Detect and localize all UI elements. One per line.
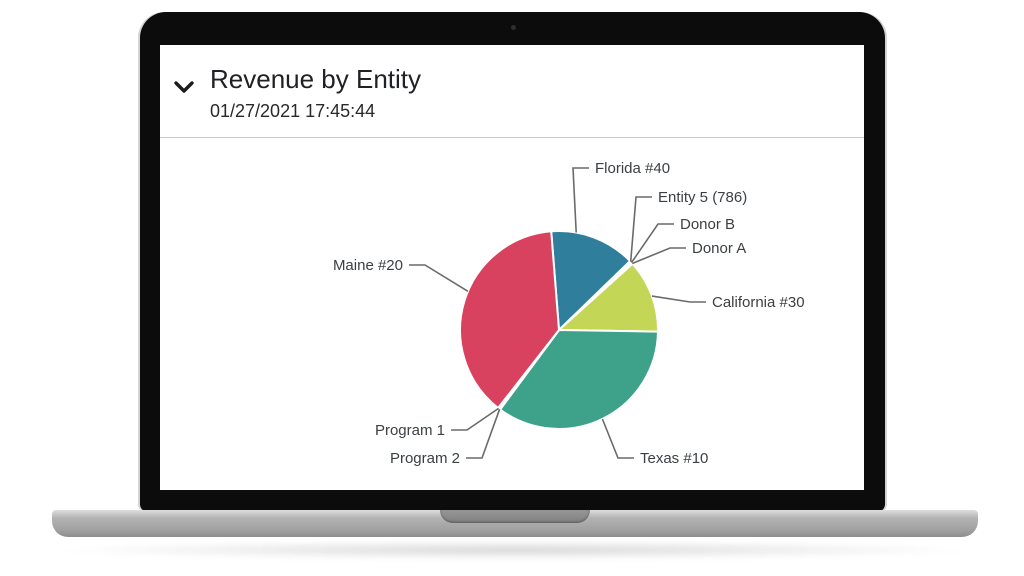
report-title: Revenue by Entity [210,64,422,94]
slice-label-maine-20: Maine #20 [333,257,403,274]
pie-slice-texas-10[interactable] [499,329,659,430]
slice-label-program-2: Program 2 [390,450,460,467]
slice-label-california-30: California #30 [712,294,805,311]
report-timestamp: 01/27/2021 17:45:44 [210,101,376,121]
slice-label-texas-10: Texas #10 [640,450,708,467]
pie-slice-california-30[interactable] [558,262,660,333]
leader-line-florida-40 [572,167,589,233]
slice-label-donor-a: Donor A [692,240,746,257]
collapse-chevron-button[interactable] [170,74,198,102]
laptop-screen-bezel: Revenue by Entity 01/27/2021 17:45:44 Fl… [140,12,885,512]
leader-line-entity-5-786 [629,196,652,262]
leader-line-donor-b [630,223,674,264]
leader-line-program-2 [466,408,501,459]
leader-line-california-30 [651,295,706,303]
pie-slice-maine-20[interactable] [459,230,560,409]
leader-line-donor-a [631,247,686,265]
header-divider [160,137,864,138]
slice-label-entity-5-786: Entity 5 (786) [658,189,747,206]
laptop-base [52,510,978,537]
leader-line-maine-20 [409,264,469,292]
slice-label-donor-b: Donor B [680,216,735,233]
pie-slice-florida-40[interactable] [550,229,632,331]
slice-label-florida-40: Florida #40 [595,160,670,177]
pie-chart[interactable]: Florida #40 Entity 5 (786) Donor B Donor A C… [160,138,864,490]
laptop-base-notch [440,510,590,523]
slice-label-program-1: Program 1 [375,422,445,439]
laptop-shadow [60,541,970,559]
leader-line-program-1 [451,407,500,431]
webcam-icon [510,25,516,30]
chevron-down-icon [174,81,194,93]
leader-line-texas-10 [601,418,634,459]
screen-content: Revenue by Entity 01/27/2021 17:45:44 Fl… [160,45,864,490]
